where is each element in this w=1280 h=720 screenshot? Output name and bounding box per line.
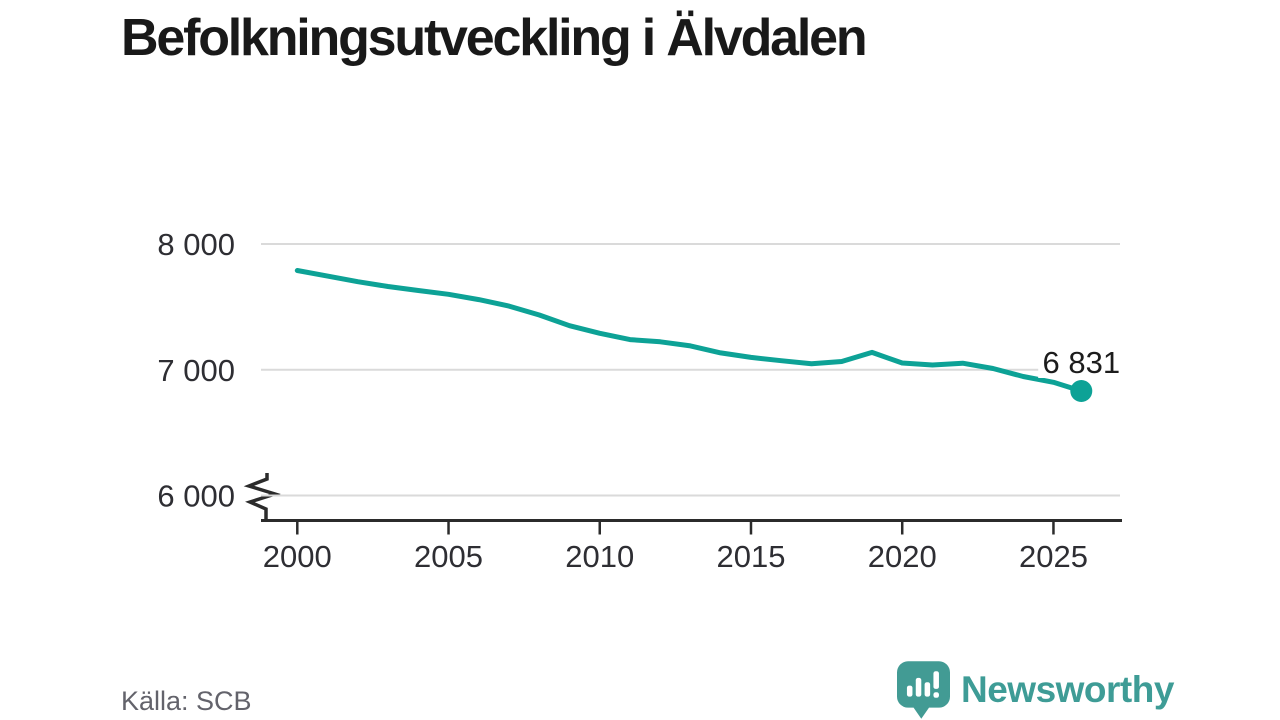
bar-chart-bar-3 [924, 682, 931, 697]
x-tick-label: 2015 [717, 539, 786, 574]
source-note: Källa: SCB [121, 686, 252, 716]
series-endpoint-dot [1070, 380, 1093, 403]
y-tick-label: 7 000 [157, 353, 235, 388]
speech-bubble-shape [897, 661, 950, 719]
bar-chart-bar-2 [915, 677, 922, 697]
y-tick-label: 8 000 [157, 227, 235, 262]
exclamation-dot [933, 692, 939, 698]
newsworthy-logo: Newsworthy [897, 661, 1174, 719]
axis-break-icon [243, 473, 281, 521]
chart-title: Befolkningsutveckling i Älvdalen [121, 9, 868, 67]
x-tick-label: 2000 [263, 539, 332, 574]
newsworthy-logo-icon [897, 661, 950, 719]
gridlines-layer [261, 243, 1120, 497]
population-line [294, 268, 1084, 394]
latest-value-label: 6 831 [1038, 347, 1125, 378]
x-tick-label: 2005 [414, 539, 483, 574]
y-tick-label: 6 000 [157, 479, 235, 514]
series-layer [294, 268, 1093, 403]
exclamation-bar [933, 671, 939, 689]
newsworthy-logo-text: Newsworthy [961, 669, 1174, 710]
x-tick-label: 2010 [565, 539, 634, 574]
x-tick-label: 2025 [1019, 539, 1088, 574]
bar-chart-bar-1 [906, 685, 913, 697]
axis-layer: 8 000 7 000 6 000 2000 2005 2010 2015 2020 2025 [157, 227, 1122, 574]
x-tick-label: 2020 [868, 539, 937, 574]
